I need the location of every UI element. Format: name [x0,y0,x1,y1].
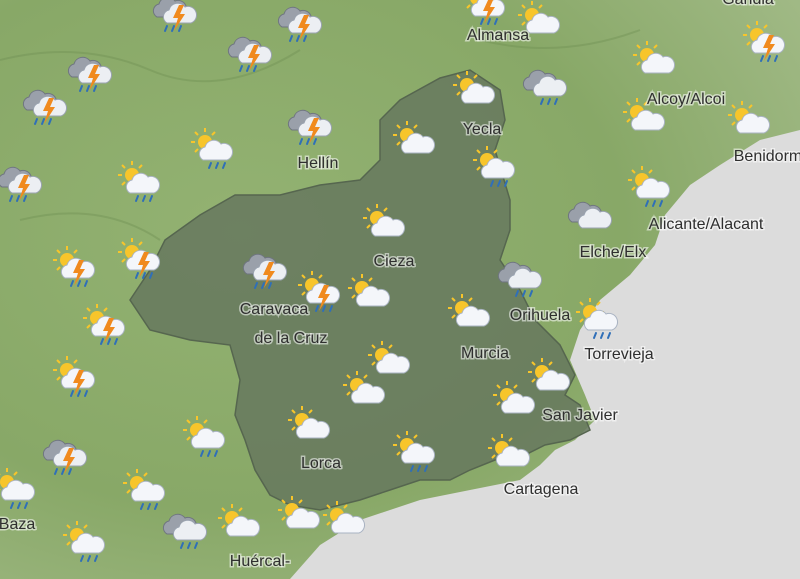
place-label: Yecla [463,121,502,138]
place-label: Murcia [461,345,509,362]
place-label: Elche/Elx [580,244,647,261]
place-label: San Javier [542,407,618,424]
place-label: Alicante/Alacant [649,216,764,233]
place-label: Benidorm [734,148,800,165]
place-label: Baza [0,516,35,533]
place-label: Orihuela [510,307,571,324]
place-label: Alcoy/Alcoi [647,91,725,108]
place-label: Almansa [467,27,529,44]
place-label: Gandia [722,0,774,8]
place-label: de la Cruz [255,330,328,347]
place-label: Cieza [374,253,415,270]
place-label: Lorca [301,455,341,472]
place-label: Torrevieja [584,346,653,363]
place-label: Hellín [298,155,339,172]
terrain-relief [0,29,641,241]
place-label: Huércal- [230,553,290,570]
place-label: Caravaca [240,301,309,318]
place-label: Cartagena [504,481,579,498]
sea [290,130,800,579]
